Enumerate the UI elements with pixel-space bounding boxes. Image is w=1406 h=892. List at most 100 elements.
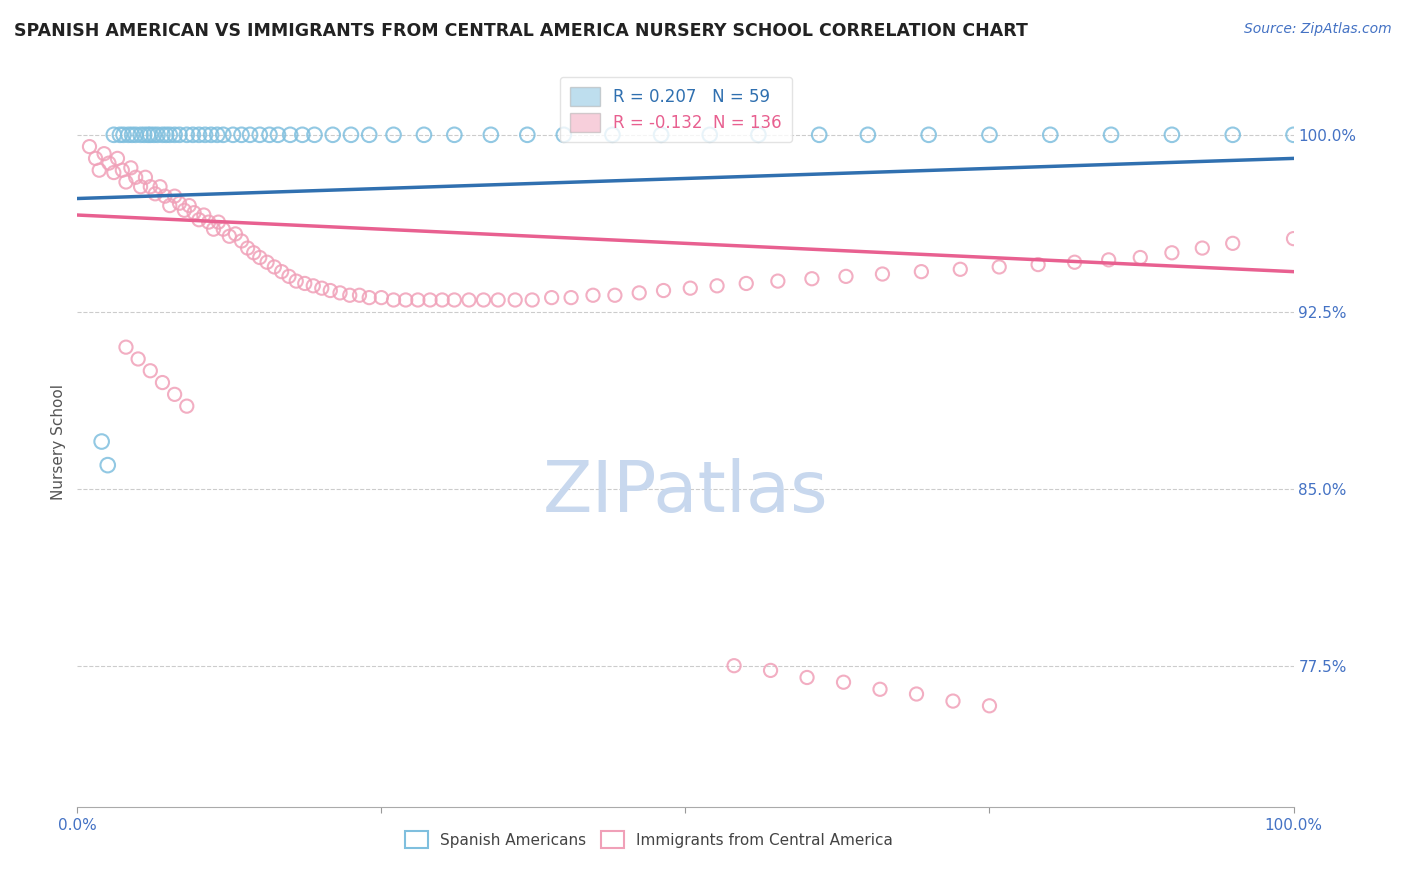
Legend: Spanish Americans, Immigrants from Central America: Spanish Americans, Immigrants from Centr… — [398, 824, 900, 855]
Point — [107, 152, 129, 166]
Point — [152, 376, 174, 390]
Point — [111, 163, 134, 178]
Point — [159, 198, 181, 212]
Point — [294, 277, 316, 291]
Point — [218, 229, 240, 244]
Point — [652, 284, 675, 298]
Point — [382, 128, 405, 142]
Point — [311, 281, 333, 295]
Point — [796, 671, 818, 685]
Point — [163, 189, 186, 203]
Point — [430, 293, 453, 307]
Point — [278, 128, 301, 142]
Point — [163, 128, 186, 142]
Point — [139, 128, 162, 142]
Point — [1098, 252, 1121, 267]
Point — [808, 128, 831, 142]
Point — [200, 128, 222, 142]
Point — [121, 128, 143, 142]
Point — [905, 687, 928, 701]
Point — [176, 399, 198, 413]
Point — [212, 128, 235, 142]
Text: ZIPatlas: ZIPatlas — [543, 458, 828, 527]
Point — [115, 175, 138, 189]
Point — [443, 293, 465, 307]
Point — [236, 241, 259, 255]
Point — [679, 281, 702, 295]
Point — [628, 285, 651, 300]
Y-axis label: Nursery School: Nursery School — [51, 384, 66, 500]
Point — [1129, 251, 1152, 265]
Point — [202, 222, 225, 236]
Point — [205, 128, 228, 142]
Point — [173, 203, 195, 218]
Point — [136, 128, 159, 142]
Point — [979, 698, 1001, 713]
Point — [249, 128, 271, 142]
Point — [194, 128, 217, 142]
Point — [359, 291, 381, 305]
Point — [359, 128, 381, 142]
Point — [129, 128, 152, 142]
Point — [735, 277, 758, 291]
Point — [856, 128, 879, 142]
Point — [723, 658, 745, 673]
Point — [340, 128, 363, 142]
Point — [224, 227, 246, 241]
Point — [117, 128, 139, 142]
Point — [134, 170, 156, 185]
Point — [278, 269, 301, 284]
Point — [129, 179, 152, 194]
Point — [979, 128, 1001, 142]
Point — [835, 269, 858, 284]
Point — [125, 170, 148, 185]
Point — [1222, 236, 1244, 251]
Point — [115, 340, 138, 354]
Point — [1039, 128, 1062, 142]
Point — [291, 128, 314, 142]
Point — [832, 675, 855, 690]
Point — [540, 291, 562, 305]
Point — [183, 205, 205, 219]
Point — [155, 128, 177, 142]
Point — [1282, 128, 1305, 142]
Point — [413, 128, 436, 142]
Point — [93, 146, 115, 161]
Point — [395, 293, 418, 307]
Point — [103, 128, 125, 142]
Point — [370, 291, 392, 305]
Point — [112, 128, 135, 142]
Point — [270, 265, 292, 279]
Point — [239, 128, 262, 142]
Point — [988, 260, 1011, 274]
Point — [406, 293, 429, 307]
Point — [1161, 128, 1184, 142]
Point — [181, 128, 204, 142]
Point — [242, 245, 264, 260]
Point — [582, 288, 605, 302]
Point — [1222, 128, 1244, 142]
Point — [139, 364, 162, 378]
Point — [84, 152, 107, 166]
Point — [706, 278, 728, 293]
Point — [97, 458, 120, 472]
Point — [163, 387, 186, 401]
Point — [1063, 255, 1085, 269]
Point — [267, 128, 290, 142]
Point — [458, 293, 481, 307]
Point — [207, 215, 229, 229]
Point — [329, 285, 352, 300]
Point — [869, 682, 891, 697]
Point — [146, 128, 169, 142]
Point — [339, 288, 361, 302]
Point — [149, 179, 172, 194]
Point — [256, 255, 278, 269]
Point — [103, 165, 125, 179]
Point — [747, 128, 769, 142]
Point — [872, 267, 894, 281]
Point — [231, 234, 253, 248]
Point — [259, 128, 281, 142]
Point — [304, 128, 326, 142]
Point — [179, 198, 201, 212]
Point — [443, 128, 465, 142]
